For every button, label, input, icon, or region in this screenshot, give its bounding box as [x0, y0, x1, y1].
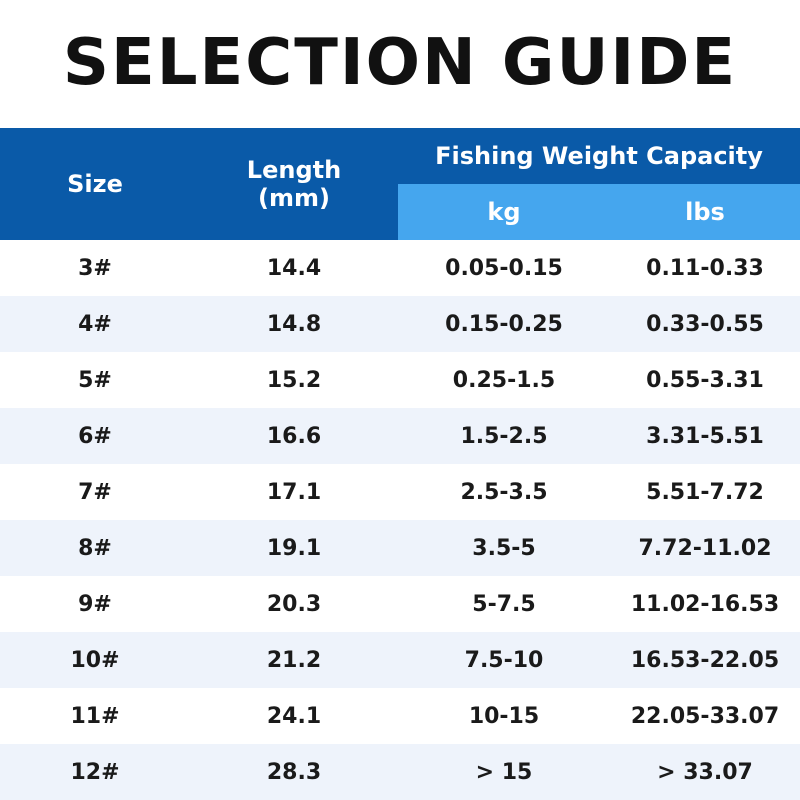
table-cell: 14.4: [266, 255, 322, 281]
table-cell: 0.11-0.33: [646, 255, 764, 281]
table-cell: 11.02-16.53: [630, 591, 780, 617]
table-cell: 4#: [78, 311, 112, 337]
table-cell: 10-15: [468, 703, 540, 729]
table-row: 10# 21.2 7.5-10 16.53-22.05: [0, 632, 800, 688]
table-cell: 16.6: [266, 423, 322, 449]
size-header: Size: [0, 128, 190, 240]
table-cell: 3.31-5.51: [646, 423, 764, 449]
table-cell: 15.2: [266, 367, 322, 393]
table-row: 9# 20.3 5-7.5 11.02-16.53: [0, 576, 800, 632]
table-cell: 10#: [70, 647, 120, 673]
table-cell: 14.8: [266, 311, 322, 337]
table-row: 12# 28.3 > 15 > 33.07: [0, 744, 800, 800]
table-cell: 22.05-33.07: [630, 703, 780, 729]
table-cell: > 33.07: [657, 759, 753, 785]
table-cell: 5.51-7.72: [646, 479, 764, 505]
table-cell: 0.33-0.55: [646, 311, 764, 337]
table-cell: 7.5-10: [464, 647, 544, 673]
table-cell: 0.15-0.25: [445, 311, 563, 337]
table-cell: 19.1: [266, 535, 322, 561]
length-header: Length (mm): [190, 128, 398, 240]
table-row: 7# 17.1 2.5-3.5 5.51-7.72: [0, 464, 800, 520]
table-cell: 0.25-1.5: [452, 367, 556, 393]
table-cell: 12#: [70, 759, 120, 785]
table-cell: 9#: [78, 591, 112, 617]
table-cell: 21.2: [266, 647, 322, 673]
table-cell: 5#: [78, 367, 112, 393]
table-row: 11# 24.1 10-15 22.05-33.07: [0, 688, 800, 744]
table-cell: 0.05-0.15: [445, 255, 563, 281]
table-row: 4# 14.8 0.15-0.25 0.33-0.55: [0, 296, 800, 352]
table-row: 8# 19.1 3.5-5 7.72-11.02: [0, 520, 800, 576]
table-cell: 7#: [78, 479, 112, 505]
table-cell: 28.3: [266, 759, 322, 785]
table-cell: 3#: [78, 255, 112, 281]
table-cell: 7.72-11.02: [638, 535, 772, 561]
table-cell: 17.1: [266, 479, 322, 505]
table-cell: 1.5-2.5: [460, 423, 548, 449]
table-cell: 6#: [78, 423, 112, 449]
table-cell: 11#: [70, 703, 120, 729]
table-cell: 16.53-22.05: [630, 647, 780, 673]
table-row: 5# 15.2 0.25-1.5 0.55-3.31: [0, 352, 800, 408]
title: SELECTION GUIDE: [62, 26, 738, 100]
table-cell: 2.5-3.5: [460, 479, 548, 505]
table-cell: 24.1: [266, 703, 322, 729]
table-cell: 20.3: [266, 591, 322, 617]
table-cell: 3.5-5: [472, 535, 536, 561]
table-row: 6# 16.6 1.5-2.5 3.31-5.51: [0, 408, 800, 464]
kg-header: kg: [398, 184, 610, 240]
table-cell: 5-7.5: [472, 591, 536, 617]
lbs-header: lbs: [610, 184, 800, 240]
capacity-header: Fishing Weight Capacity: [398, 128, 800, 184]
table-cell: 0.55-3.31: [646, 367, 764, 393]
table-row: 3# 14.4 0.05-0.15 0.11-0.33: [0, 240, 800, 296]
table-cell: 8#: [78, 535, 112, 561]
table-cell: > 15: [475, 759, 533, 785]
